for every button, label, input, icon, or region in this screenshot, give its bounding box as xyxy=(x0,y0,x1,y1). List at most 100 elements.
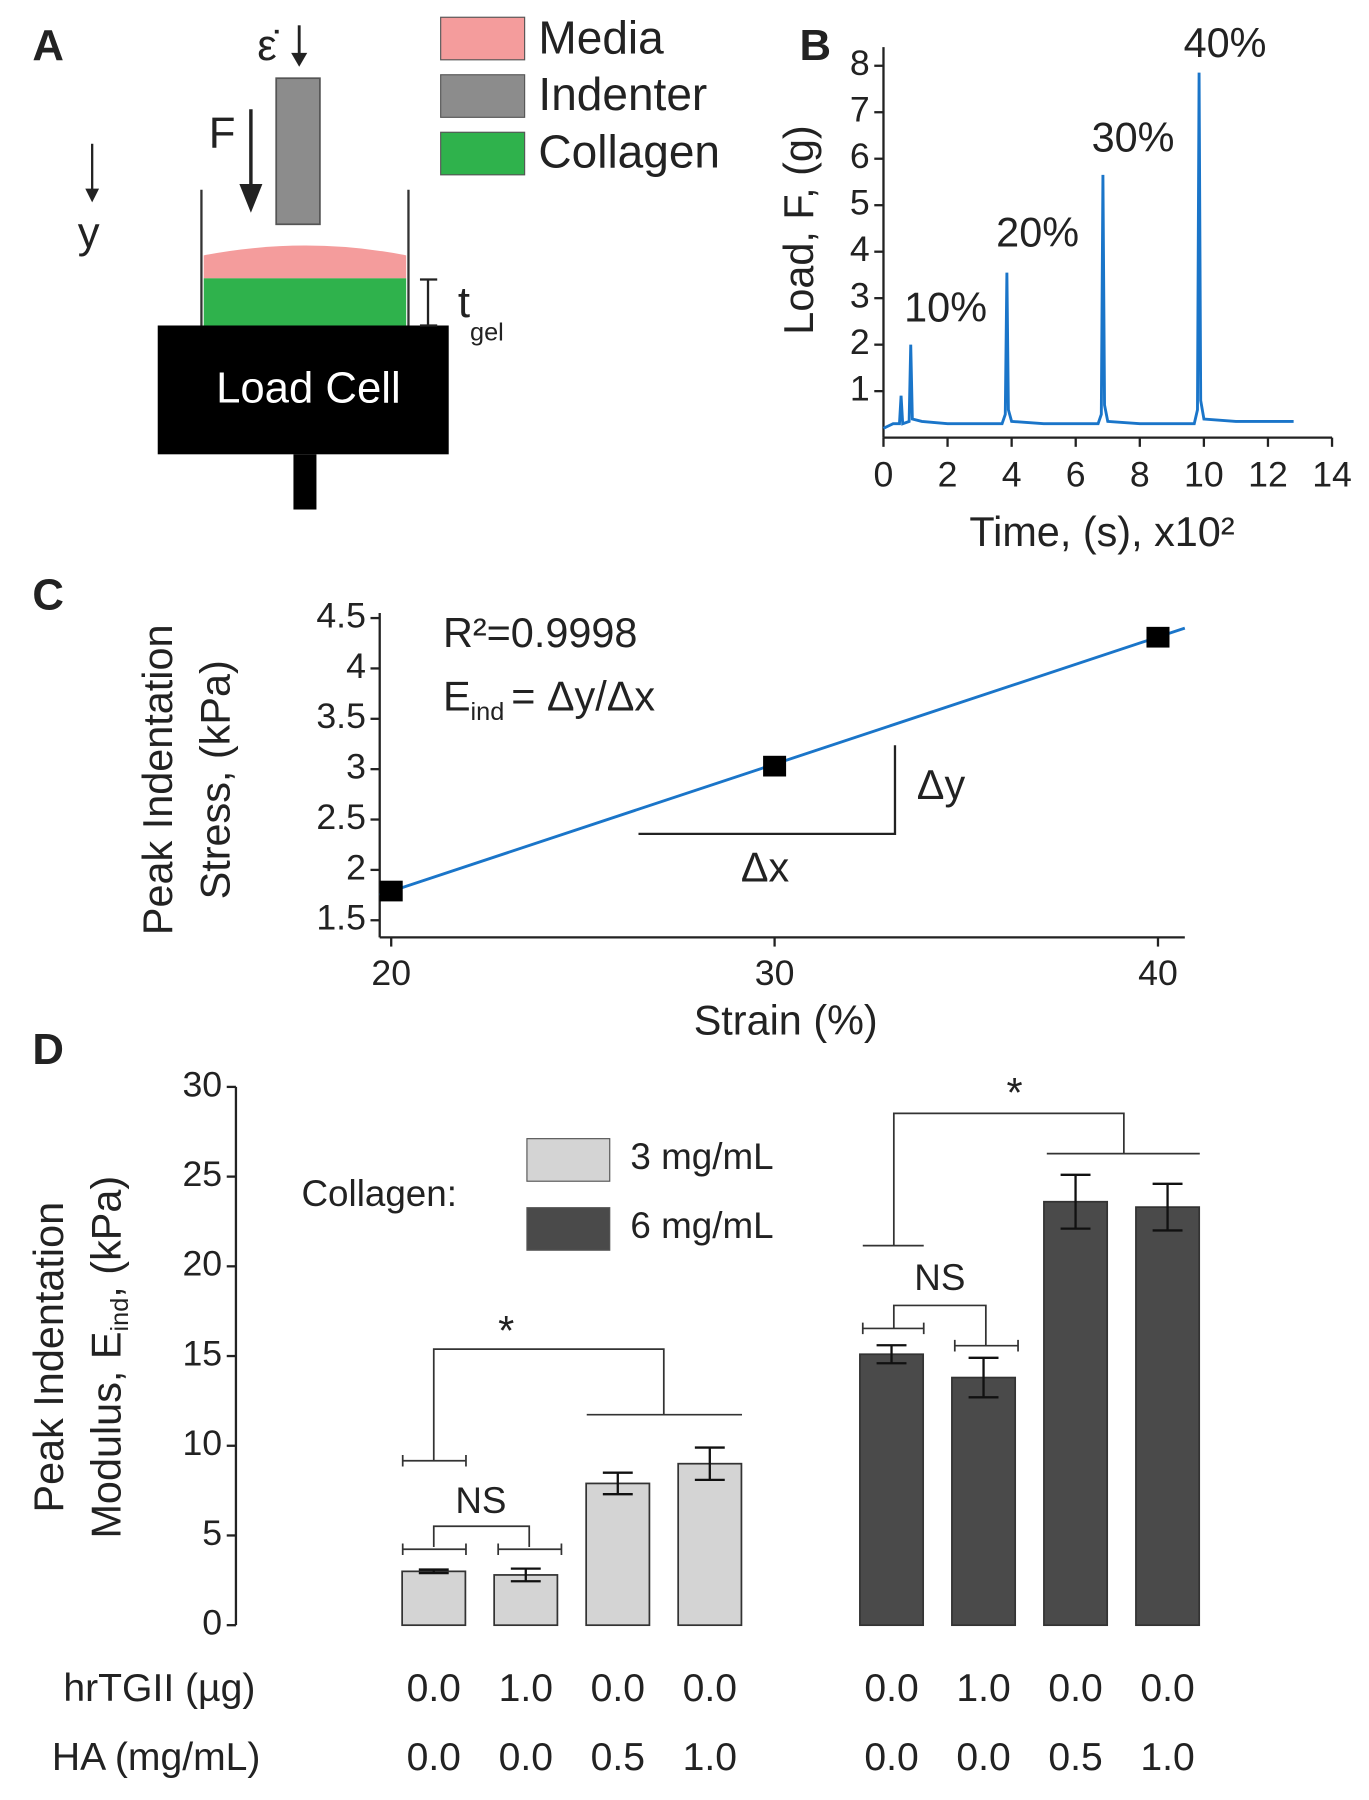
peak-label: 20% xyxy=(996,210,1079,256)
thickness-symbol: t xyxy=(458,277,470,326)
error-bar xyxy=(876,1344,907,1365)
panel-label: A xyxy=(32,21,64,70)
thickness-bracket xyxy=(419,278,438,327)
significance-label: * xyxy=(1007,1070,1023,1116)
legend-title: Collagen: xyxy=(301,1173,456,1214)
bar xyxy=(677,1462,743,1627)
peak-label: 10% xyxy=(904,284,987,330)
y-tick-label: 1 xyxy=(850,369,870,409)
strain-rate: ε̇ xyxy=(257,21,278,70)
x-tick-label: 1.0 xyxy=(499,1667,553,1710)
y-tick-label: 2.5 xyxy=(316,797,366,837)
significance-label: * xyxy=(498,1308,514,1354)
panel-label: D xyxy=(32,1025,64,1074)
bar xyxy=(585,1482,651,1627)
y-axis-label-part: , (kPa) xyxy=(83,1176,129,1298)
load-cell-stem xyxy=(293,454,317,510)
y-tick-label: 0 xyxy=(202,1603,222,1643)
x-tick-label: 6 xyxy=(1066,455,1086,495)
panel-label: C xyxy=(32,571,64,620)
x-tick-label: 12 xyxy=(1248,455,1288,495)
y-axis-label: Stress, (kPa) xyxy=(193,660,239,899)
category-row-label: HA (mg/mL) xyxy=(52,1736,261,1779)
panel-label: B xyxy=(800,21,832,70)
bar xyxy=(859,1353,925,1627)
x-tick-label: 2 xyxy=(938,455,958,495)
y-tick-label: 2 xyxy=(346,847,366,887)
annotation: Δx xyxy=(741,845,790,891)
arrowhead xyxy=(291,52,308,67)
annotation: Δy xyxy=(917,762,966,808)
x-tick-label: 0.0 xyxy=(591,1667,645,1710)
media-layer xyxy=(203,245,407,279)
y-axis-label: Peak Indentation xyxy=(135,624,181,935)
legend-label: Indenter xyxy=(538,68,707,120)
x-tick-label: 1.0 xyxy=(956,1667,1010,1710)
legend-label: 3 mg/mL xyxy=(630,1136,773,1177)
y-tick-label: 1.5 xyxy=(316,898,366,938)
legend-swatch xyxy=(440,74,526,118)
y-tick-label: 8 xyxy=(850,43,870,83)
x-tick-label: 0.0 xyxy=(1048,1667,1102,1710)
point xyxy=(379,880,403,902)
x-tick-label: 1.0 xyxy=(683,1736,737,1779)
y-axis-label-part: Modulus, E xyxy=(83,1331,129,1538)
data-line xyxy=(882,72,1294,430)
annotation: Eind = Δy/Δx xyxy=(443,673,655,726)
x-tick-label: 0.0 xyxy=(1140,1667,1194,1710)
legend-label: Media xyxy=(538,12,664,64)
error-bar xyxy=(694,1446,725,1481)
collagen-layer xyxy=(203,278,407,326)
annotation-subscript: ind xyxy=(471,698,505,726)
significance-label: NS xyxy=(455,1480,506,1521)
y-axis-label-subscript: ind xyxy=(106,1298,134,1332)
annotation: R²=0.9998 xyxy=(443,610,637,656)
legend-swatch xyxy=(526,1138,611,1182)
legend-swatch xyxy=(440,131,526,176)
load-cell-label: Load Cell xyxy=(216,364,401,413)
x-axis-label: Time, (s), x10² xyxy=(969,509,1234,555)
error-bar xyxy=(510,1567,541,1583)
y-tick-label: 3 xyxy=(346,747,366,787)
y-tick-label: 7 xyxy=(850,90,870,130)
y-tick-label: 4 xyxy=(850,229,870,269)
y-axis-label: Load, F, (g) xyxy=(776,125,822,334)
bar xyxy=(1043,1200,1109,1627)
bar xyxy=(401,1570,467,1627)
x-tick-label: 0 xyxy=(874,455,894,495)
arrowhead xyxy=(85,188,100,203)
y-tick-label: 20 xyxy=(182,1244,222,1284)
annotation-part: E xyxy=(443,673,471,719)
error-bar xyxy=(1060,1173,1091,1230)
y-tick-label: 6 xyxy=(850,136,870,176)
x-tick-label: 0.0 xyxy=(956,1736,1010,1779)
category-row-label: hrTGII (µg) xyxy=(63,1667,255,1710)
y-tick-label: 4.5 xyxy=(316,595,366,635)
bracket xyxy=(401,1525,563,1556)
x-tick-label: 14 xyxy=(1312,455,1352,495)
x-tick-label: 30 xyxy=(755,953,795,993)
force-label: F xyxy=(209,108,236,157)
x-tick-label: 0.0 xyxy=(683,1667,737,1710)
y-axis-label: Modulus, Eind, (kPa) xyxy=(83,1176,133,1539)
annotation-part: = Δy/Δx xyxy=(511,673,655,719)
x-tick-label: 1.0 xyxy=(1140,1736,1194,1779)
indenter xyxy=(275,77,321,226)
load-cell xyxy=(157,325,449,455)
x-tick-label: 40 xyxy=(1138,953,1178,993)
bracket xyxy=(401,1348,743,1467)
peak-label: 40% xyxy=(1184,20,1267,66)
x-tick-label: 0.5 xyxy=(591,1736,645,1779)
x-tick-label: 0.0 xyxy=(864,1667,918,1710)
y-tick-label: 3 xyxy=(850,276,870,316)
bar xyxy=(951,1376,1017,1627)
legend-label: Collagen xyxy=(538,125,720,177)
legend-label: 6 mg/mL xyxy=(630,1205,773,1246)
error-bar xyxy=(1152,1182,1183,1232)
thickness-label: tgel xyxy=(458,277,504,346)
bar xyxy=(493,1574,559,1627)
y-tick-label: 4 xyxy=(346,646,366,686)
arrowhead xyxy=(239,184,263,213)
